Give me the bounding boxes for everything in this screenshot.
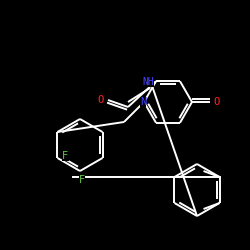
Text: O: O bbox=[214, 97, 220, 107]
Text: NH: NH bbox=[142, 77, 154, 87]
Text: O: O bbox=[98, 95, 104, 105]
Text: N: N bbox=[140, 97, 146, 107]
Text: F: F bbox=[62, 151, 68, 161]
Text: F: F bbox=[79, 175, 85, 185]
